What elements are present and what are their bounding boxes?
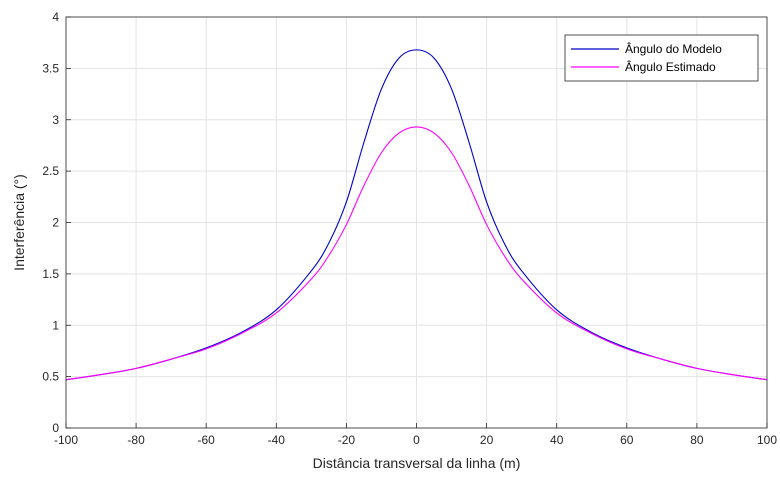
- y-tick-label: 3: [52, 113, 59, 127]
- y-tick-label: 3.5: [42, 61, 59, 75]
- x-tick-label: -60: [198, 433, 216, 447]
- x-tick-label: 20: [480, 433, 494, 447]
- x-tick-label: -100: [54, 433, 78, 447]
- series-layer: [65, 49, 768, 381]
- legend: Ângulo do Modelo Ângulo Estimado: [564, 34, 759, 82]
- legend-entry-modelo: Ângulo do Modelo: [625, 41, 722, 56]
- tick-labels: -100 -80 -60 -40 -20 0 20 40 60 80 100 0 0.5 1 1.5 2 2.5…: [42, 10, 777, 447]
- y-tick-label: 0.5: [42, 370, 59, 384]
- x-tick-label: 0: [413, 433, 420, 447]
- y-tick-label: 4: [52, 10, 59, 24]
- x-tick-label: 40: [550, 433, 564, 447]
- y-tick-label: 0: [52, 421, 59, 435]
- x-tick-label: -20: [338, 433, 356, 447]
- legend-entry-estimado: Ângulo Estimado: [625, 59, 716, 74]
- x-tick-label: -80: [127, 433, 145, 447]
- x-axis-label: Distância transversal da linha (m): [313, 455, 521, 471]
- x-tick-label: 100: [757, 433, 777, 447]
- y-axis-label: Interferência (°): [11, 174, 27, 271]
- legend-box: [564, 34, 759, 82]
- series-line-0: [65, 49, 768, 381]
- y-tick-label: 1: [52, 318, 59, 332]
- x-tick-label: 60: [620, 433, 634, 447]
- y-tick-label: 2.5: [42, 164, 59, 178]
- y-tick-label: 2: [52, 216, 59, 230]
- y-tick-label: 1.5: [42, 267, 59, 281]
- x-tick-label: -40: [268, 433, 286, 447]
- x-tick-label: 80: [690, 433, 704, 447]
- series-line-1: [65, 126, 768, 381]
